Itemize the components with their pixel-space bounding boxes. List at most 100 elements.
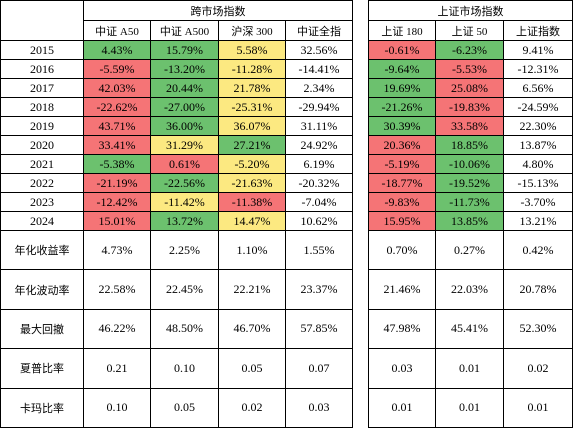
table-cell: -19.52% — [435, 173, 504, 193]
row-label: 2021 — [0, 154, 84, 174]
table-cell: 4.80% — [503, 154, 573, 174]
table-cell: -11.28% — [218, 59, 286, 79]
table-cell: 23.37% — [285, 269, 353, 310]
table-cell: -3.70% — [503, 192, 573, 212]
table-cell: 48.50% — [150, 308, 219, 350]
table-cell: 15.95% — [368, 211, 436, 231]
table-cell: 22.30% — [503, 116, 573, 136]
table-cell: 46.70% — [218, 308, 286, 350]
table-cell: -10.06% — [435, 154, 504, 174]
table-cell: 24.92% — [285, 135, 353, 155]
table-cell: 47.98% — [368, 308, 436, 350]
table-cell: 0.02 — [218, 387, 286, 428]
table-cell: 27.21% — [218, 135, 286, 155]
row-label: 卡玛比率 — [0, 387, 84, 428]
table-cell: -20.32% — [285, 173, 353, 193]
table-cell: -14.41% — [285, 59, 353, 79]
table-cell: 1.10% — [218, 230, 286, 271]
table-cell: 33.58% — [435, 116, 504, 136]
table-cell: 0.70% — [368, 230, 436, 271]
table-cell: 22.03% — [435, 269, 504, 310]
table-cell: -5.38% — [83, 154, 151, 174]
table-cell: -29.94% — [285, 97, 353, 117]
column-header: 上证 180 — [368, 20, 436, 41]
table-cell: 31.11% — [285, 116, 353, 136]
table-cell: -22.62% — [83, 97, 151, 117]
row-label: 2019 — [0, 116, 84, 136]
table-cell: -15.13% — [503, 173, 573, 193]
table-cell: 0.42% — [503, 230, 573, 271]
table-cell: -0.61% — [368, 40, 436, 60]
table-cell: -5.53% — [435, 59, 504, 79]
table-cell: 13.87% — [503, 135, 573, 155]
table-cell: 32.56% — [285, 40, 353, 60]
table-cell: -25.31% — [218, 97, 286, 117]
row-label: 2015 — [0, 40, 84, 60]
table-cell: 13.72% — [150, 211, 219, 231]
table-cell: -7.04% — [285, 192, 353, 212]
row-label: 年化收益率 — [0, 230, 84, 271]
table-cell: 0.21 — [83, 348, 151, 389]
table-cell: -21.63% — [218, 173, 286, 193]
table-cell: 0.61% — [150, 154, 219, 174]
table-cell: -5.20% — [218, 154, 286, 174]
table-cell: -13.20% — [150, 59, 219, 79]
row-label: 2024 — [0, 211, 84, 231]
column-header: 上证指数 — [503, 20, 573, 41]
column-header: 上证 50 — [435, 20, 504, 41]
table-cell: -22.56% — [150, 173, 219, 193]
table-cell: 19.69% — [368, 78, 436, 98]
table-cell: 0.01 — [503, 387, 573, 428]
table-cell: 6.19% — [285, 154, 353, 174]
row-label: 2017 — [0, 78, 84, 98]
column-header: 沪深 300 — [218, 20, 286, 41]
table-cell: 15.01% — [83, 211, 151, 231]
table-cell: -11.42% — [150, 192, 219, 212]
table-cell: 0.05 — [218, 348, 286, 389]
table-cell: -5.59% — [83, 59, 151, 79]
table-cell: 13.85% — [435, 211, 504, 231]
row-label: 2022 — [0, 173, 84, 193]
row-label: 夏普比率 — [0, 348, 84, 389]
table-cell: -21.26% — [368, 97, 436, 117]
table-cell: 6.56% — [503, 78, 573, 98]
table-cell: -9.83% — [368, 192, 436, 212]
row-label: 2018 — [0, 97, 84, 117]
table-cell: 22.21% — [218, 269, 286, 310]
table-cell: 0.07 — [285, 348, 353, 389]
table-cell: 15.79% — [150, 40, 219, 60]
table-cell: 36.00% — [150, 116, 219, 136]
table-cell: 42.03% — [83, 78, 151, 98]
row-label: 最大回撤 — [0, 308, 84, 350]
table-cell: 43.71% — [83, 116, 151, 136]
table-cell: 45.41% — [435, 308, 504, 350]
row-label: 2020 — [0, 135, 84, 155]
corner-cell — [0, 0, 84, 41]
row-label: 2016 — [0, 59, 84, 79]
table-cell: 0.27% — [435, 230, 504, 271]
table-cell: -11.38% — [218, 192, 286, 212]
table-cell: 33.41% — [83, 135, 151, 155]
table-cell: 18.85% — [435, 135, 504, 155]
table-cell: 57.85% — [285, 308, 353, 350]
table-cell: 2.25% — [150, 230, 219, 271]
table-cell: 22.45% — [150, 269, 219, 310]
column-header: 中证全指 — [285, 20, 353, 41]
table-cell: 0.05 — [150, 387, 219, 428]
table-cell: 0.10 — [150, 348, 219, 389]
table-cell: 36.07% — [218, 116, 286, 136]
table-cell: -18.77% — [368, 173, 436, 193]
table-cell: 46.22% — [83, 308, 151, 350]
table-cell: 4.43% — [83, 40, 151, 60]
table-cell: 20.44% — [150, 78, 219, 98]
table-cell: 2.34% — [285, 78, 353, 98]
table-cell: 0.10 — [83, 387, 151, 428]
table-cell: -12.31% — [503, 59, 573, 79]
group-header: 上证市场指数 — [368, 0, 573, 21]
table-cell: -21.19% — [83, 173, 151, 193]
table-cell: 30.39% — [368, 116, 436, 136]
group-header: 跨市场指数 — [83, 0, 353, 21]
column-header: 中证 A500 — [150, 20, 219, 41]
table-cell: -19.83% — [435, 97, 504, 117]
